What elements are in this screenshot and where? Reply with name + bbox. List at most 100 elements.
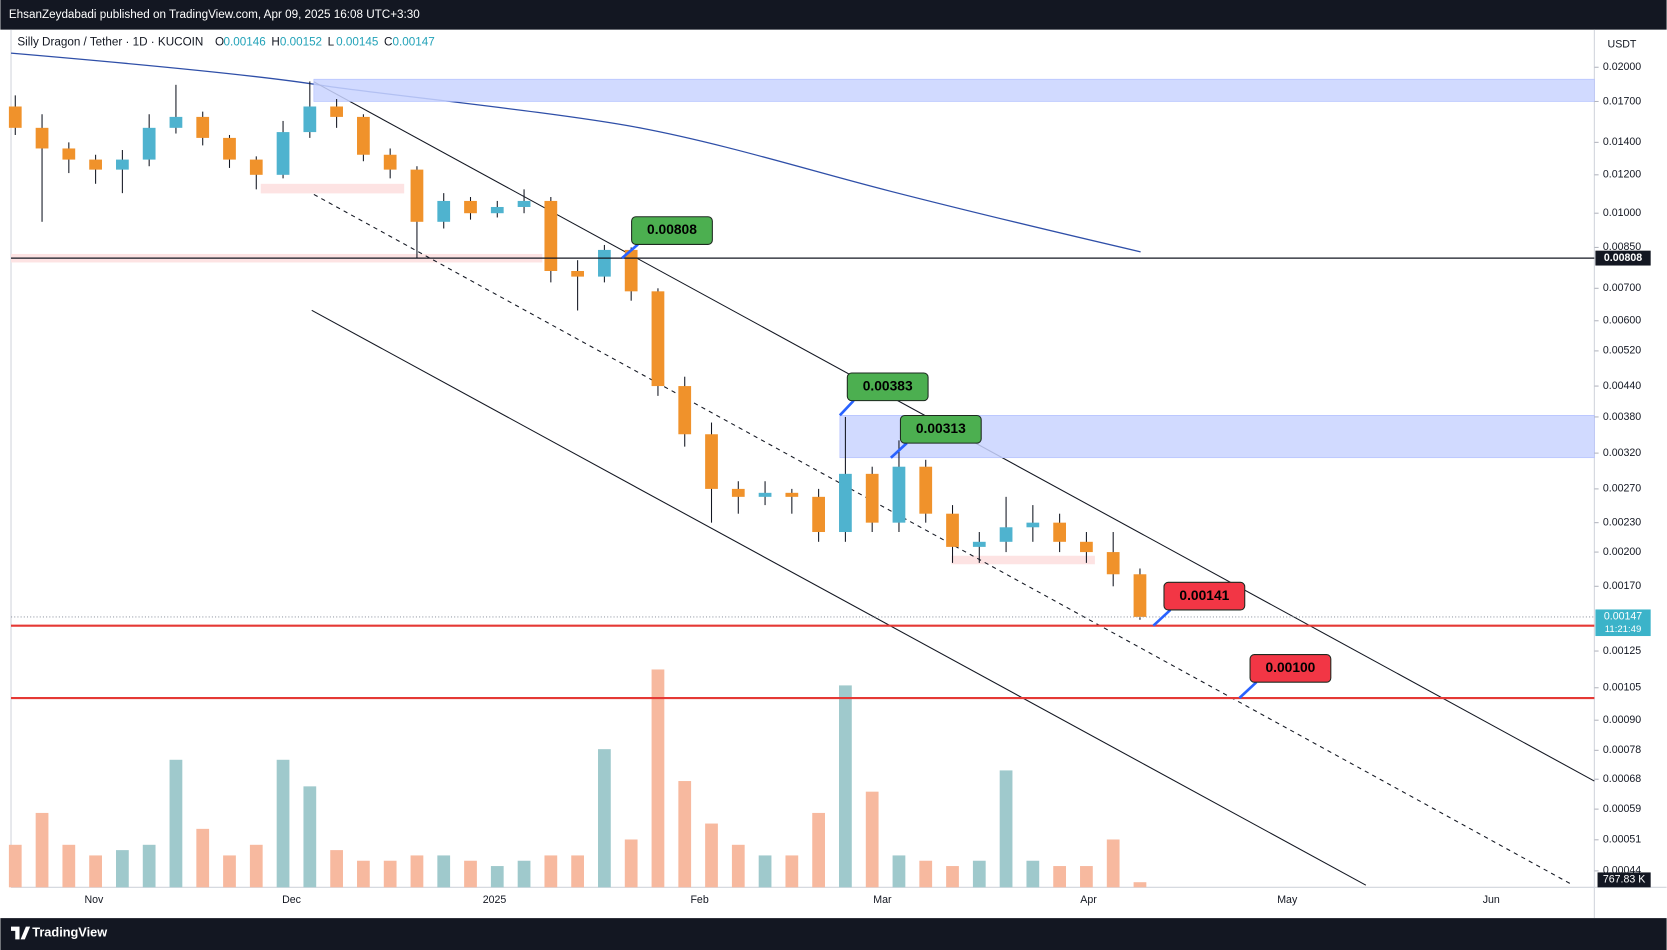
candle-body (330, 106, 343, 117)
x-tick-label: Dec (282, 894, 302, 906)
candle-body (678, 386, 692, 435)
publisher: EhsanZeydabadi published on TradingView.… (9, 8, 420, 21)
brand: TradingView (32, 924, 107, 939)
callout-label: 0.00808 (647, 221, 697, 237)
x-tick-label: Mar (873, 894, 892, 906)
candle-body (919, 466, 933, 514)
callout-pointer (1238, 681, 1258, 700)
candle-body (410, 169, 424, 222)
volume-bar (196, 828, 210, 888)
candle-body (651, 291, 665, 387)
x-tick-label: Apr (1080, 894, 1097, 906)
bottom-bar (0, 918, 1667, 950)
volume-bar (383, 860, 397, 888)
candle-body (62, 148, 76, 160)
callout-box (899, 414, 982, 444)
candle-body (517, 200, 531, 207)
volume-bar (946, 866, 959, 888)
candle-body (865, 473, 879, 523)
callout-pointer (1152, 608, 1172, 627)
legend-value: 0.00152 (280, 36, 322, 49)
candle-body (464, 200, 477, 214)
level-tag (1595, 250, 1651, 266)
candle-body (490, 206, 504, 214)
countdown: 11:21:49 (1605, 624, 1641, 635)
candle-body (383, 154, 397, 170)
channel-line (311, 309, 1367, 886)
callout-box (631, 216, 713, 245)
volume-bar (35, 812, 49, 888)
volume-bar (303, 786, 317, 888)
channel-midline (313, 193, 1574, 886)
volume-bar (464, 860, 477, 888)
volume-bar (357, 860, 370, 888)
volume-bar (8, 844, 22, 888)
candle-body (142, 127, 156, 160)
volume-bar (731, 844, 745, 888)
volume-bar (651, 669, 665, 888)
candle-body (892, 466, 906, 523)
volume-bar (410, 855, 424, 888)
moving-average (10, 52, 1141, 253)
volume-bar (116, 850, 129, 888)
volume-bar (330, 850, 343, 888)
candle-body (1106, 552, 1120, 575)
volume-bar (999, 770, 1013, 888)
y-tick-label: 0.00105 (1603, 682, 1641, 694)
y-tick-label: 0.00600 (1603, 315, 1641, 327)
volume-bar (758, 855, 772, 888)
candle-body (999, 527, 1013, 542)
volume-bar (839, 685, 852, 888)
candle-body (276, 132, 290, 175)
candle-body (544, 200, 558, 271)
callout-pointer (838, 399, 855, 417)
y-tick-label: 0.01400 (1603, 136, 1641, 148)
candle-body (223, 137, 236, 160)
top-bar (0, 0, 1667, 30)
callout-box (1163, 581, 1246, 611)
candle-body (89, 159, 102, 170)
volume-bar (276, 759, 290, 888)
y-tick-label: 0.00051 (1603, 834, 1641, 846)
y-tick-label: 0.00090 (1603, 714, 1641, 726)
callout-label: 0.00100 (1265, 659, 1315, 675)
legend-key: O (215, 36, 224, 49)
volume-bar (223, 855, 236, 888)
volume-tag (1597, 872, 1651, 888)
y-tick-label: 0.00059 (1603, 803, 1641, 815)
candle-body (758, 492, 772, 497)
candle-body (437, 200, 451, 222)
volume-bar (437, 855, 451, 888)
candle-body (705, 434, 718, 489)
currency: USDT (1608, 38, 1637, 50)
y-tick-label: 0.01000 (1603, 207, 1641, 219)
candle-body (812, 496, 825, 533)
y-tick-label: 0.01700 (1603, 95, 1641, 107)
volume-bar (544, 855, 558, 888)
volume-bar (571, 855, 584, 888)
volume-bar (62, 844, 76, 888)
volume-bar (89, 855, 102, 888)
legend-key: H (271, 36, 279, 49)
candle-body (35, 127, 49, 149)
candle-body (169, 116, 183, 128)
candle-body (1080, 541, 1093, 553)
y-tick-label: 0.00850 (1603, 241, 1641, 253)
legend-key: C (384, 36, 392, 49)
x-tick-label: Feb (690, 894, 708, 906)
callout-box (1249, 654, 1332, 683)
volume-bar (249, 844, 263, 888)
candle-body (1053, 522, 1067, 542)
legend-value: 0.00146 (224, 36, 266, 49)
y-tick-label: 0.00380 (1603, 411, 1641, 423)
candle-body (624, 249, 638, 292)
volume-tag-label: 767.83 K (1603, 874, 1645, 886)
candle-body (1133, 574, 1147, 617)
candle-body (946, 513, 959, 547)
zone (951, 555, 1095, 565)
volume-bar (678, 781, 692, 888)
candle-body (249, 159, 263, 175)
y-tick-label: 0.00270 (1603, 483, 1641, 495)
volume-bar (705, 823, 718, 888)
